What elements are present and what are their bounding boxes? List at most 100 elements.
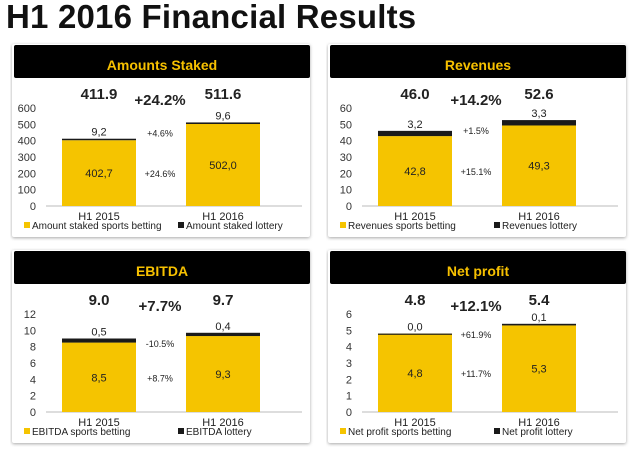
lottery-bar [378, 333, 452, 335]
sports-change-label: +11.7% [461, 369, 491, 379]
sports-change-label: +8.7% [147, 373, 173, 383]
y-tick-label: 60 [340, 103, 352, 115]
total-label: 411.9 [81, 86, 118, 103]
legend-sports-swatch [24, 222, 30, 228]
x-tick-label: H1 2016 [518, 417, 560, 429]
y-tick-label: 3 [346, 358, 352, 370]
lottery-value-label: 3,3 [531, 108, 546, 120]
growth-label: +7.7% [139, 298, 182, 315]
lottery-change-label: -10.5% [146, 339, 175, 349]
lottery-value-label: 0,4 [215, 321, 230, 333]
lottery-value-label: 3,2 [407, 119, 422, 131]
legend-lottery-label: Amount staked lottery [186, 221, 283, 232]
panel-header-label: Revenues [444, 57, 512, 73]
lottery-bar [62, 138, 136, 141]
legend-lottery-label: Net profit lottery [502, 427, 573, 438]
x-tick-label: H1 2015 [78, 417, 120, 429]
lottery-value-label: 9,2 [91, 127, 106, 139]
lottery-value-label: 9,6 [215, 110, 230, 122]
y-tick-label: 1 [346, 391, 352, 403]
sports-value-label: 8,5 [91, 372, 106, 384]
legend-lottery-swatch [178, 222, 184, 228]
x-tick-label: H1 2015 [394, 211, 436, 223]
y-tick-label: 300 [18, 152, 36, 164]
legend-lottery-swatch [494, 222, 500, 228]
x-tick-label: H1 2016 [202, 211, 244, 223]
legend-sports-swatch [24, 428, 30, 434]
total-label: 52.6 [524, 86, 553, 103]
total-label: 46.0 [400, 86, 429, 103]
ebitda-chart: 0 2 4 6 8 10 12 8,5 0,5 9.0 H1 2015 9,3 0,4 9.7 H1 201… [24, 292, 302, 438]
lottery-bar [186, 122, 260, 125]
panel-header: Revenues [330, 45, 626, 78]
y-tick-label: 30 [340, 152, 352, 164]
y-tick-label: 100 [18, 185, 36, 197]
legend-sports-label: Revenues sports betting [348, 221, 456, 232]
y-tick-label: 400 [18, 136, 36, 148]
lottery-bar [502, 120, 576, 126]
revenues-panel: Revenues 0 10 20 30 40 50 60 42,8 3,2 46.0 H1 2015… [326, 42, 630, 241]
y-tick-label: 0 [30, 407, 36, 419]
y-tick-label: 20 [340, 168, 352, 180]
legend-lottery-label: EBITDA lottery [186, 427, 252, 438]
lottery-bar [378, 130, 452, 137]
sports-bar [186, 124, 260, 206]
x-tick-label: H1 2016 [202, 417, 244, 429]
amounts-staked-panel: Amounts Staked 0 100 200 300 400 500 600 402,7 9… [10, 42, 314, 241]
sports-value-label: 5,3 [531, 364, 546, 376]
lottery-change-label: +4.6% [147, 128, 173, 138]
sports-bar [378, 333, 452, 412]
sports-change-label: +15.1% [461, 167, 492, 177]
y-tick-label: 4 [30, 374, 36, 386]
page-title: H1 2016 Financial Results [6, 0, 417, 35]
x-tick-label: H1 2015 [394, 417, 436, 429]
sports-value-label: 502,0 [209, 160, 237, 172]
panel-header-label: EBITDA [135, 263, 189, 279]
sports-change-label: +24.6% [145, 169, 176, 179]
lottery-change-label: +1.5% [463, 126, 489, 136]
panel-header-label: Amounts Staked [106, 57, 218, 73]
sports-value-label: 402,7 [85, 168, 113, 180]
y-tick-label: 2 [30, 391, 36, 403]
y-tick-label: 8 [30, 342, 36, 354]
panel-header: EBITDA [14, 251, 310, 284]
revenues-chart: 0 10 20 30 40 50 60 42,8 3,2 46.0 H1 2015 49,3 3,3 52… [340, 86, 618, 232]
growth-label: +24.2% [134, 92, 185, 109]
total-label: 4.8 [405, 292, 426, 309]
total-label: 9.7 [213, 292, 234, 309]
y-tick-label: 10 [24, 325, 36, 337]
y-tick-label: 200 [18, 168, 36, 180]
lottery-change-label: +61.9% [461, 330, 492, 340]
lottery-value-label: 0,1 [531, 312, 546, 324]
lottery-bar [502, 323, 576, 326]
y-tick-label: 40 [340, 136, 352, 148]
lottery-value-label: 0,0 [407, 322, 422, 334]
growth-label: +14.2% [450, 92, 501, 109]
lottery-bar [62, 338, 136, 343]
sports-bar [62, 342, 136, 412]
net-profit-panel: Net profit 0 1 2 3 4 5 6 4,8 0,0 4.8 H1 2015 5,3 0,1… [326, 248, 630, 447]
total-label: 5.4 [529, 292, 551, 309]
legend-sports-swatch [340, 428, 346, 434]
growth-label: +12.1% [450, 298, 501, 315]
y-tick-label: 0 [30, 201, 36, 213]
sports-value-label: 9,3 [215, 369, 230, 381]
y-tick-label: 6 [346, 309, 352, 321]
legend-sports-label: EBITDA sports betting [32, 427, 130, 438]
total-label: 9.0 [89, 292, 110, 309]
y-tick-label: 10 [340, 185, 352, 197]
sports-bar [502, 325, 576, 412]
amounts-staked-chart: 0 100 200 300 400 500 600 402,7 9,2 411.9 H1 2015 5… [18, 86, 302, 232]
y-tick-label: 0 [346, 407, 352, 419]
legend-lottery-label: Revenues lottery [502, 221, 577, 232]
panel-header-label: Net profit [446, 263, 510, 279]
y-tick-label: 0 [346, 201, 352, 213]
sports-bar [62, 140, 136, 206]
panel-header: Amounts Staked [14, 45, 310, 78]
legend-sports-swatch [340, 222, 346, 228]
panel-header: Net profit [330, 251, 626, 284]
y-tick-label: 600 [18, 103, 36, 115]
x-tick-label: H1 2016 [518, 211, 560, 223]
x-tick-label: H1 2015 [78, 211, 120, 223]
legend-sports-label: Amount staked sports betting [32, 221, 162, 232]
